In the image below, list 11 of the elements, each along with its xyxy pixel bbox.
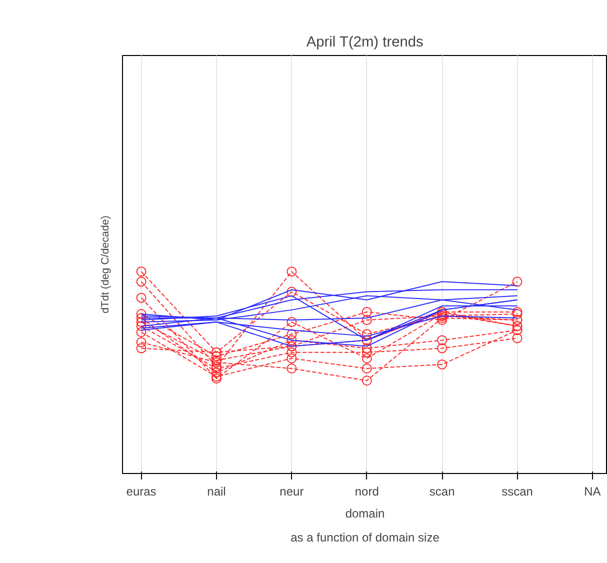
- text: as a function of domain size: [290, 530, 440, 544]
- x-tick-label: scan: [429, 484, 455, 498]
- x-tick-label: NA: [584, 484, 601, 498]
- x-tick-label: neur: [280, 484, 304, 498]
- x-axis-title: domain: [345, 506, 385, 520]
- y-axis-title: dTdt (deg C/decade): [100, 216, 112, 314]
- x-tick-label: nord: [354, 484, 379, 498]
- x-tick-label: sscan: [502, 484, 533, 498]
- x-tick-label: nail: [207, 484, 226, 498]
- x-tick-label: euras: [126, 484, 156, 498]
- chart-title: April T(2m) trends: [306, 34, 424, 50]
